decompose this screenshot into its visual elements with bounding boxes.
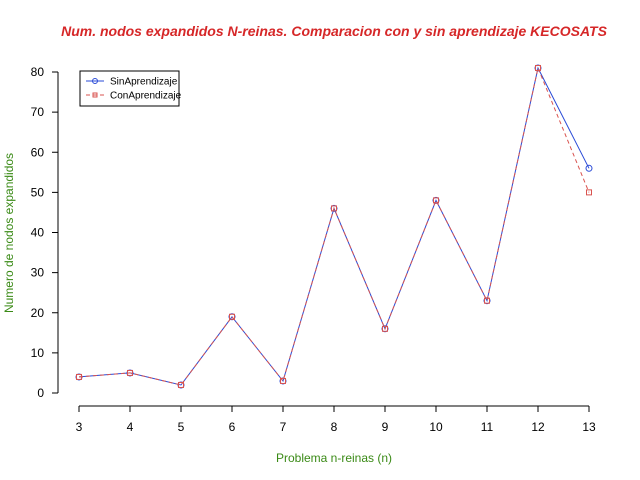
legend-label: SinAprendizaje bbox=[110, 77, 178, 88]
y-tick-label: 10 bbox=[31, 346, 45, 360]
x-tick-label: 11 bbox=[481, 420, 494, 434]
data-point bbox=[229, 313, 235, 320]
chart-title: Num. nodos expandidos N-reinas. Comparac… bbox=[61, 23, 608, 39]
y-tick-label: 40 bbox=[31, 226, 45, 240]
x-tick-label: 7 bbox=[280, 420, 287, 434]
x-tick-label: 9 bbox=[382, 420, 389, 434]
y-tick-label: 20 bbox=[31, 306, 45, 320]
y-tick-label: 70 bbox=[31, 105, 45, 119]
x-tick-label: 5 bbox=[178, 420, 185, 434]
data-point bbox=[178, 381, 184, 388]
data-point bbox=[382, 325, 388, 332]
data-point bbox=[76, 373, 82, 380]
y-axis-label: Numero de nodos expandidos bbox=[2, 153, 16, 313]
y-tick-label: 30 bbox=[31, 266, 45, 280]
x-tick-label: 8 bbox=[331, 420, 338, 434]
x-tick-label: 10 bbox=[429, 420, 443, 434]
data-point bbox=[280, 377, 286, 384]
legend: SinAprendizaje ConAprendizaje bbox=[79, 70, 182, 107]
x-tick-label: 4 bbox=[127, 420, 134, 434]
legend-marker bbox=[92, 78, 98, 84]
y-tick-label: 60 bbox=[31, 145, 45, 159]
y-tick-label: 80 bbox=[31, 65, 45, 79]
y-tick-label: 0 bbox=[37, 386, 44, 400]
x-tick-label: 12 bbox=[531, 420, 545, 434]
legend-marker bbox=[92, 92, 98, 98]
series-line bbox=[78, 66, 590, 386]
data-point bbox=[433, 197, 439, 204]
data-point bbox=[484, 297, 490, 304]
x-axis-label: Problema n-reinas (n) bbox=[276, 451, 392, 465]
data-point bbox=[586, 189, 592, 196]
legend-label: ConAprendizaje bbox=[110, 91, 182, 102]
series-layer bbox=[75, 64, 593, 389]
series-line bbox=[78, 66, 590, 386]
x-tick-label: 6 bbox=[229, 420, 236, 434]
x-tick-label: 13 bbox=[582, 420, 596, 434]
data-point bbox=[585, 164, 593, 172]
x-axis: 3 4 5 6 7 8 9 10 11 12 13 bbox=[76, 405, 596, 434]
data-point bbox=[535, 64, 541, 71]
x-tick-label: 3 bbox=[76, 420, 83, 434]
data-point bbox=[127, 369, 133, 376]
y-tick-label: 50 bbox=[31, 185, 45, 199]
series-conaprendizaje bbox=[76, 64, 592, 388]
series-sinaprendizaje bbox=[75, 64, 593, 389]
data-point bbox=[331, 205, 337, 212]
legend-box bbox=[79, 70, 180, 107]
y-axis: 0 10 20 30 40 50 60 70 80 bbox=[31, 65, 59, 400]
